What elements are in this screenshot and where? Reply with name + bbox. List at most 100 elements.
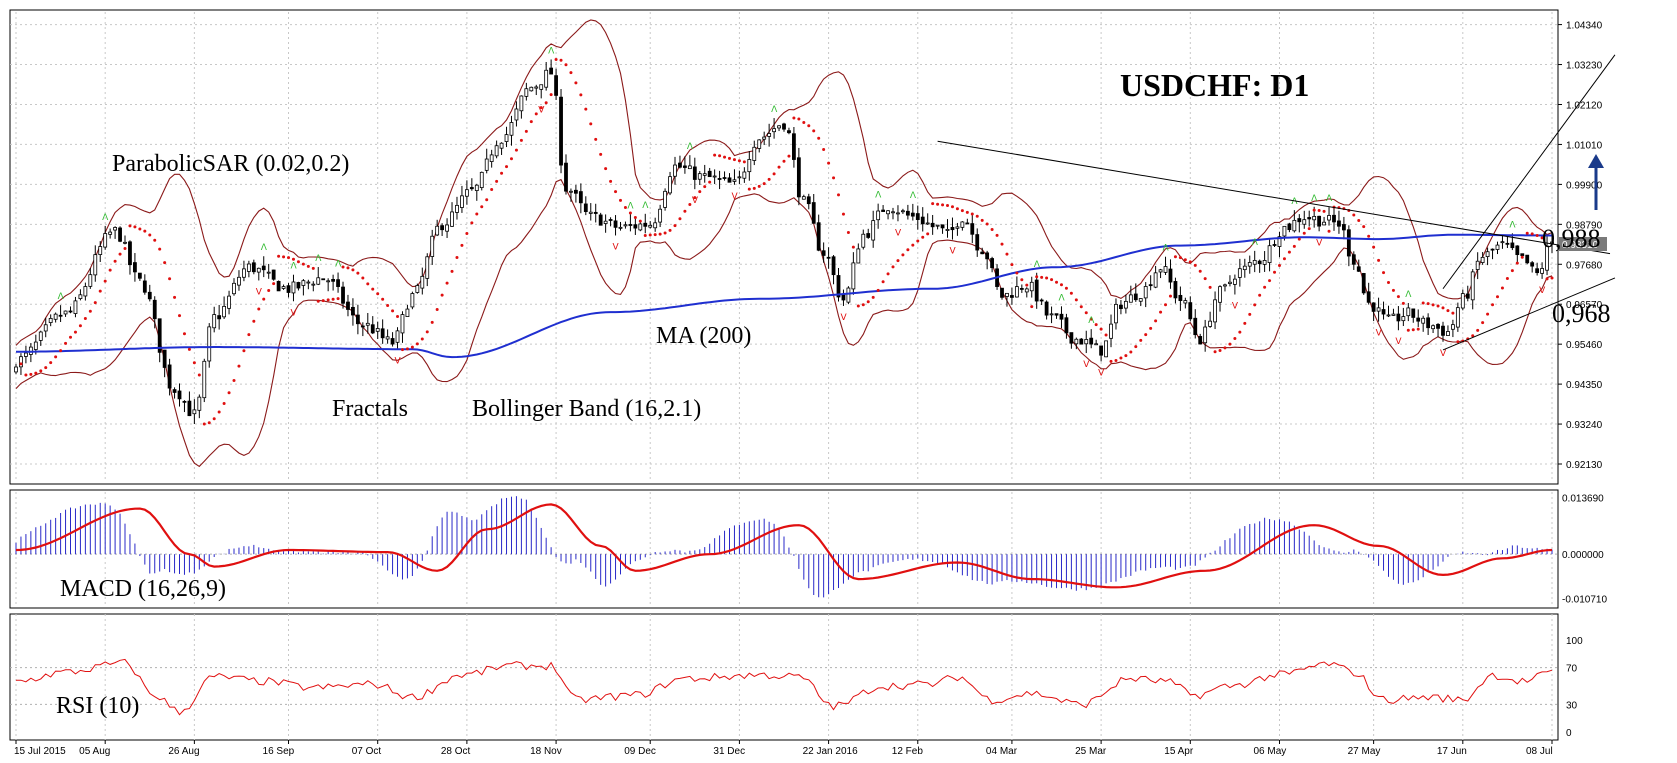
trend-line	[937, 140, 1611, 255]
sar-dot	[465, 232, 469, 236]
candle-body	[930, 222, 935, 228]
sar-dot	[1545, 277, 1549, 281]
sar-dot	[1149, 326, 1153, 330]
sar-dot	[19, 362, 23, 366]
time-tick-label: 04 Mar	[986, 746, 1018, 757]
sar-dot	[881, 280, 885, 284]
sar-dot	[1079, 305, 1083, 309]
candle-body	[1421, 317, 1426, 324]
candle-body	[281, 286, 286, 289]
sar-dot	[549, 93, 553, 97]
sar-dot	[381, 297, 385, 301]
sar-dot	[1322, 209, 1326, 213]
candle-body	[43, 324, 48, 332]
sar-dot	[1064, 286, 1068, 290]
sar-dot	[1327, 229, 1331, 233]
candle-body	[53, 313, 58, 320]
sar-dot	[509, 157, 513, 161]
sar-dot	[440, 293, 444, 297]
candle-body	[296, 282, 301, 289]
candle-body	[207, 326, 212, 362]
candle-body	[990, 258, 995, 269]
sar-dot	[1302, 231, 1306, 235]
price-tick-label: 0.99900	[1566, 180, 1603, 191]
candle-body	[1376, 307, 1381, 312]
candle-body	[1282, 225, 1287, 237]
candle-body	[856, 248, 861, 264]
candle-body	[796, 157, 801, 198]
candle-body	[455, 204, 459, 213]
sar-dot	[336, 297, 340, 301]
candle-body	[147, 291, 152, 300]
time-tick-label: 18 Nov	[530, 746, 562, 757]
sar-dot	[98, 289, 102, 293]
sar-dot	[227, 391, 231, 395]
bollinger-label: Bollinger Band (16,2.1)	[472, 396, 701, 422]
candle-body	[787, 130, 791, 134]
sar-dot	[1050, 278, 1054, 282]
sar-dot	[78, 324, 82, 328]
sar-dot	[1203, 277, 1207, 281]
candle-body	[380, 328, 385, 339]
fractal-up-icon: Λ	[642, 201, 649, 211]
candle-body	[623, 224, 628, 227]
candle-body	[891, 211, 895, 214]
candle-body	[782, 123, 786, 130]
sar-dot	[118, 252, 122, 256]
candle-body	[217, 315, 222, 320]
candle-body	[1024, 288, 1029, 293]
sar-dot	[187, 347, 191, 351]
sar-dot	[1495, 295, 1499, 299]
candle-body	[261, 265, 266, 271]
candle-body	[440, 225, 445, 231]
candle-body	[1297, 218, 1302, 223]
candle-body	[608, 219, 613, 221]
level-high-label: 0,988	[1542, 224, 1601, 253]
time-tick-label: 09 Dec	[624, 746, 656, 757]
candle-body	[142, 280, 147, 293]
candle-body	[1114, 303, 1118, 324]
candle-body	[1312, 215, 1317, 221]
candle-body	[1356, 266, 1361, 272]
candle-body	[1010, 295, 1014, 298]
price-tick-label: 0.95460	[1566, 340, 1603, 351]
candle-body	[1475, 260, 1480, 270]
candle-body	[1173, 281, 1178, 299]
sar-dot	[807, 124, 811, 128]
fractal-up-icon: Λ	[771, 105, 778, 115]
sar-dot	[341, 265, 345, 269]
candle-body	[1188, 302, 1193, 320]
sar-dot	[589, 122, 593, 126]
fractal-down-icon: V	[949, 247, 956, 257]
candle-body	[648, 224, 653, 228]
candle-body	[940, 224, 945, 229]
candle-body	[1386, 314, 1391, 317]
candle-body	[1223, 284, 1227, 287]
candle-body	[375, 328, 380, 332]
sar-dot	[311, 266, 315, 270]
sar-dot	[148, 233, 152, 237]
candle-body	[1044, 301, 1049, 316]
sar-dot	[24, 373, 28, 377]
sar-dot	[1307, 227, 1311, 231]
fractal-up-icon: Λ	[687, 142, 694, 152]
candle-body	[801, 196, 806, 200]
sar-dot	[1510, 269, 1514, 273]
time-tick-label: 15 Jul 2015	[14, 746, 66, 757]
sar-dot	[960, 209, 964, 213]
sar-dot	[797, 117, 801, 121]
sar-dot	[69, 335, 73, 339]
sar-dot	[321, 299, 325, 303]
macd-label: MACD (16,26,9)	[60, 576, 226, 602]
sar-label: ParabolicSAR (0.02,0.2)	[112, 151, 349, 177]
candle-body	[534, 86, 539, 89]
sar-dot	[500, 171, 504, 175]
sar-dot	[970, 212, 974, 216]
rsi-line	[16, 658, 1553, 716]
fractal-up-icon: Λ	[1088, 316, 1095, 326]
trend-line	[1442, 54, 1616, 290]
candle-body	[945, 228, 950, 231]
fractal-down-icon: V	[613, 242, 620, 252]
candle-body	[717, 178, 722, 180]
